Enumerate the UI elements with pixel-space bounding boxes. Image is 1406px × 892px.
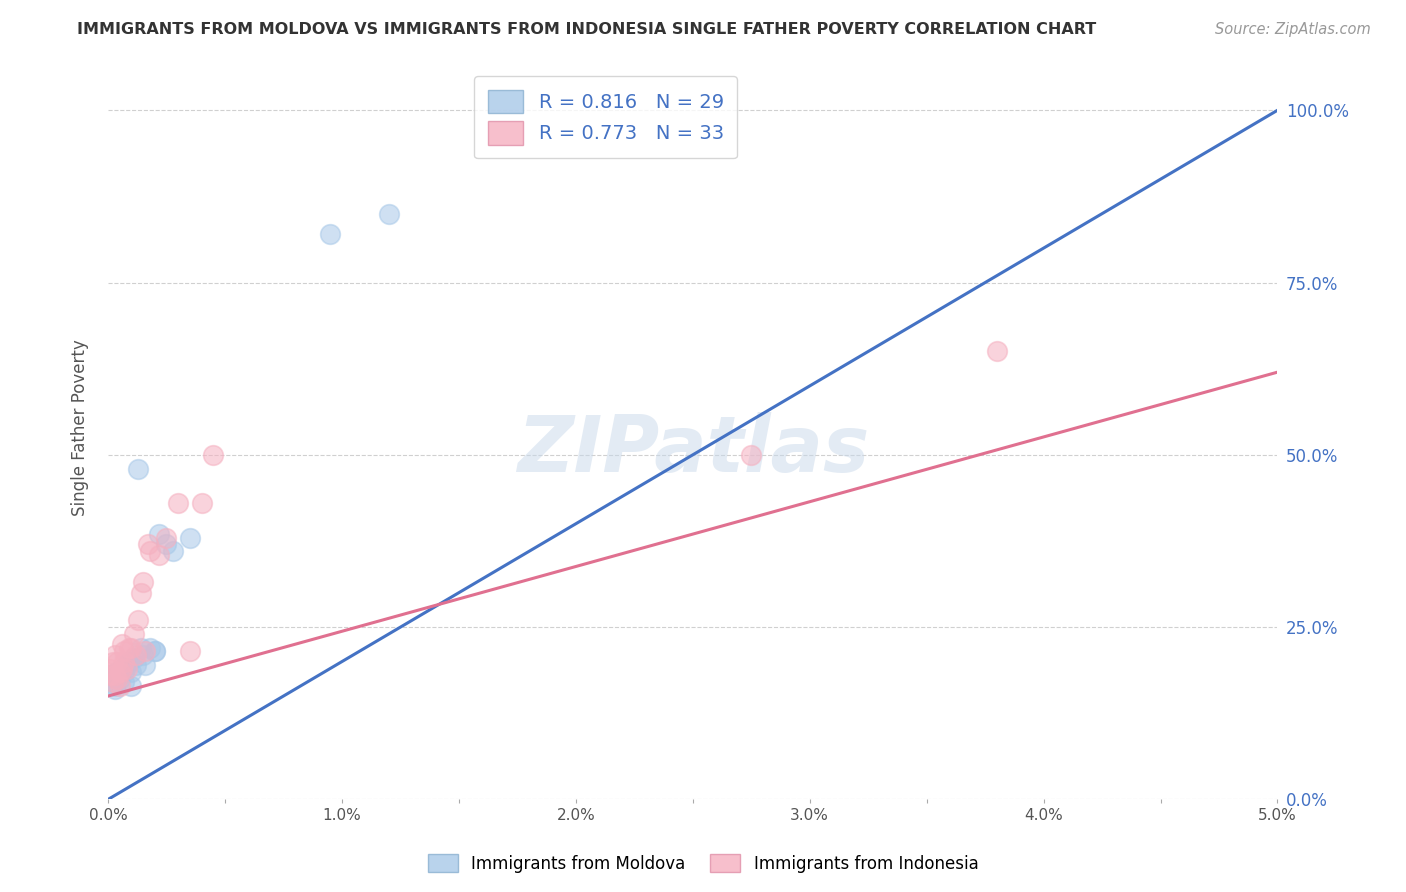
Point — [111, 661, 134, 675]
Point — [167, 496, 190, 510]
Point — [122, 627, 145, 641]
Point — [139, 544, 162, 558]
Point — [98, 668, 121, 682]
Point — [108, 679, 131, 693]
Point — [104, 648, 127, 662]
Point — [132, 575, 155, 590]
Point — [115, 658, 138, 673]
Legend: Immigrants from Moldova, Immigrants from Indonesia: Immigrants from Moldova, Immigrants from… — [420, 847, 986, 880]
Legend: R = 0.816   N = 29, R = 0.773   N = 33: R = 0.816 N = 29, R = 0.773 N = 33 — [474, 76, 737, 159]
Point — [115, 661, 138, 675]
Point — [740, 448, 762, 462]
Point — [105, 672, 128, 686]
Point — [111, 637, 134, 651]
Point — [118, 640, 141, 655]
Text: Source: ZipAtlas.com: Source: ZipAtlas.com — [1215, 22, 1371, 37]
Point — [127, 613, 149, 627]
Point — [125, 658, 148, 673]
Point — [104, 679, 127, 693]
Point — [112, 665, 135, 679]
Point — [129, 585, 152, 599]
Point — [148, 548, 170, 562]
Point — [155, 531, 177, 545]
Text: IMMIGRANTS FROM MOLDOVA VS IMMIGRANTS FROM INDONESIA SINGLE FATHER POVERTY CORRE: IMMIGRANTS FROM MOLDOVA VS IMMIGRANTS FR… — [77, 22, 1097, 37]
Y-axis label: Single Father Poverty: Single Father Poverty — [72, 339, 89, 516]
Point — [120, 665, 142, 679]
Point — [125, 648, 148, 662]
Point — [120, 640, 142, 655]
Point — [118, 655, 141, 669]
Point — [112, 655, 135, 669]
Point — [120, 679, 142, 693]
Point — [111, 661, 134, 675]
Point — [104, 668, 127, 682]
Point — [162, 544, 184, 558]
Point — [112, 644, 135, 658]
Point — [143, 644, 166, 658]
Point — [98, 661, 121, 675]
Point — [101, 675, 124, 690]
Point — [105, 665, 128, 679]
Point — [132, 648, 155, 662]
Point — [143, 644, 166, 658]
Text: ZIPatlas: ZIPatlas — [516, 411, 869, 488]
Point — [105, 655, 128, 669]
Point — [134, 658, 156, 673]
Point — [155, 537, 177, 551]
Point — [377, 207, 399, 221]
Point — [179, 644, 201, 658]
Point — [129, 640, 152, 655]
Point — [319, 227, 342, 242]
Point — [986, 344, 1008, 359]
Point — [122, 651, 145, 665]
Point — [202, 448, 225, 462]
Point — [127, 461, 149, 475]
Point — [134, 644, 156, 658]
Point — [101, 655, 124, 669]
Point — [139, 640, 162, 655]
Point — [136, 537, 159, 551]
Point — [101, 675, 124, 690]
Point — [112, 675, 135, 690]
Point — [104, 682, 127, 697]
Point — [190, 496, 212, 510]
Point — [108, 672, 131, 686]
Point — [108, 665, 131, 679]
Point — [179, 531, 201, 545]
Point — [108, 668, 131, 682]
Point — [98, 668, 121, 682]
Point — [148, 527, 170, 541]
